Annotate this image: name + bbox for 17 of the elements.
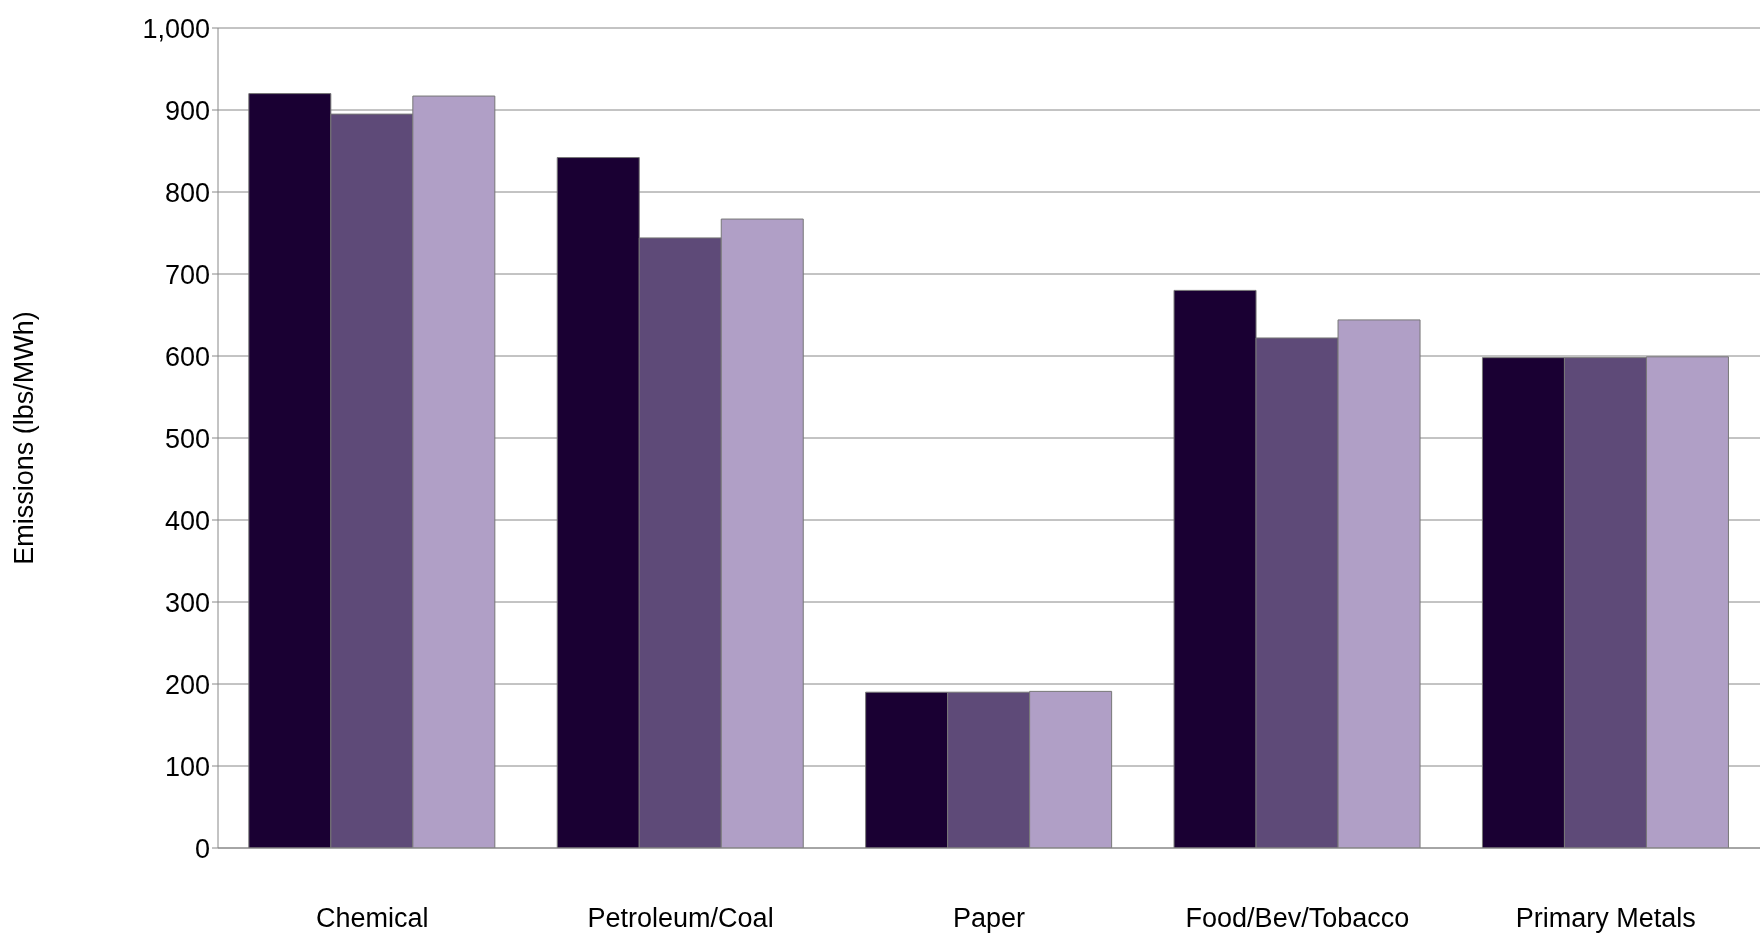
y-tick-label: 700	[164, 259, 210, 290]
x-tick-label: Petroleum/Coal	[587, 903, 774, 934]
x-tick-label: Food/Bev/Tobacco	[1185, 903, 1410, 934]
y-tick-label: 600	[164, 341, 210, 372]
y-tick-label: 500	[164, 423, 210, 454]
y-tick-label: 200	[164, 669, 210, 700]
y-axis-title: Emissions (lbs/MWh)	[8, 311, 39, 565]
y-tick-label: 0	[194, 833, 210, 864]
y-tick-label: 100	[164, 751, 210, 782]
y-tick-label: 300	[164, 587, 210, 618]
x-tick-label: Primary Metals	[1515, 903, 1696, 934]
y-tick-label: 1,000	[142, 13, 210, 44]
y-tick-label: 900	[164, 95, 210, 126]
y-tick-label: 800	[164, 177, 210, 208]
x-tick-label: Paper	[952, 903, 1026, 934]
x-tick-label: Chemical	[315, 903, 429, 934]
y-tick-label: 400	[164, 505, 210, 536]
